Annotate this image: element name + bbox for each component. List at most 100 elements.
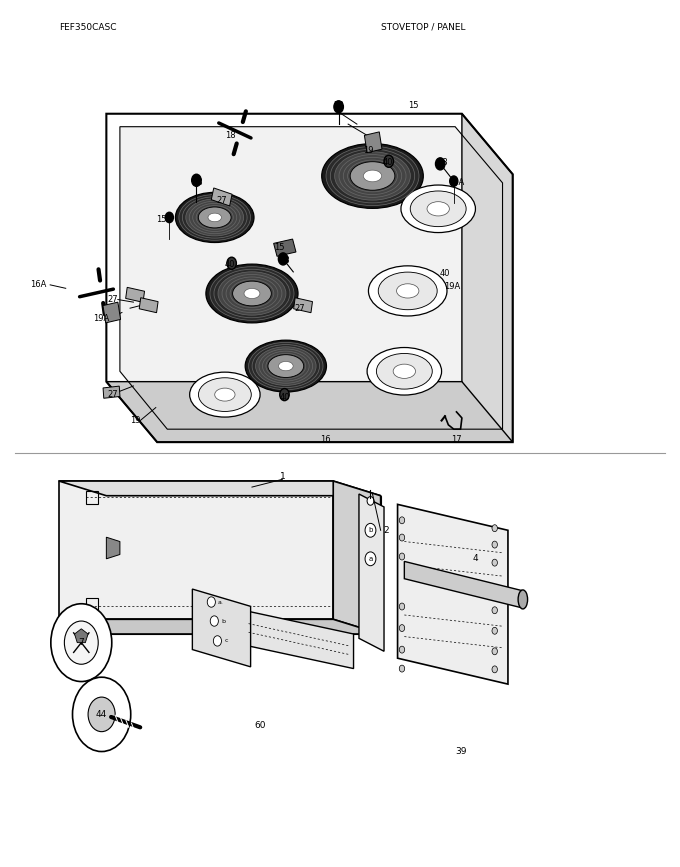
Text: 27: 27 [108, 295, 118, 304]
Ellipse shape [222, 274, 282, 313]
Polygon shape [103, 386, 120, 398]
Polygon shape [245, 610, 354, 668]
Text: 16A: 16A [31, 280, 47, 290]
Circle shape [492, 541, 497, 548]
Circle shape [214, 636, 222, 646]
Polygon shape [120, 127, 503, 431]
Circle shape [207, 596, 216, 607]
Circle shape [210, 616, 218, 626]
Circle shape [492, 559, 497, 566]
Polygon shape [139, 297, 158, 313]
Ellipse shape [256, 347, 316, 386]
Ellipse shape [249, 342, 323, 390]
Polygon shape [333, 481, 381, 634]
Polygon shape [192, 589, 251, 667]
Polygon shape [59, 481, 381, 496]
Circle shape [88, 697, 115, 732]
Ellipse shape [363, 170, 381, 182]
Ellipse shape [369, 266, 447, 316]
Text: c: c [224, 638, 228, 643]
Text: b: b [221, 618, 225, 623]
Text: 15: 15 [274, 243, 284, 252]
Ellipse shape [427, 202, 449, 216]
Text: 40: 40 [382, 159, 392, 167]
Text: 16: 16 [320, 435, 330, 444]
Text: 2: 2 [384, 525, 389, 535]
Ellipse shape [401, 185, 475, 232]
Ellipse shape [266, 354, 306, 379]
Circle shape [492, 666, 497, 673]
Polygon shape [59, 619, 381, 634]
Polygon shape [273, 239, 296, 257]
Text: 15A: 15A [448, 179, 464, 187]
Circle shape [492, 628, 497, 635]
Ellipse shape [196, 205, 233, 229]
Ellipse shape [215, 388, 235, 401]
Ellipse shape [393, 364, 415, 378]
Text: 27: 27 [108, 390, 118, 399]
Ellipse shape [347, 160, 397, 192]
Text: 1: 1 [279, 473, 286, 481]
Text: 19A: 19A [443, 282, 460, 291]
Ellipse shape [218, 272, 286, 316]
Ellipse shape [179, 194, 250, 240]
Polygon shape [106, 496, 381, 634]
Ellipse shape [377, 354, 432, 389]
Polygon shape [364, 132, 382, 153]
Ellipse shape [350, 162, 395, 190]
Text: 18: 18 [225, 131, 235, 140]
Text: 28: 28 [192, 179, 203, 187]
Ellipse shape [252, 344, 320, 388]
Ellipse shape [268, 355, 304, 377]
Ellipse shape [262, 351, 309, 381]
Polygon shape [75, 629, 88, 642]
Circle shape [399, 624, 405, 631]
Polygon shape [359, 494, 384, 651]
Text: STOVETOP / PANEL: STOVETOP / PANEL [381, 23, 465, 32]
Circle shape [492, 648, 497, 655]
Text: 15: 15 [408, 101, 418, 109]
Ellipse shape [339, 154, 406, 198]
Ellipse shape [214, 270, 290, 317]
Polygon shape [106, 381, 513, 442]
Polygon shape [106, 538, 120, 559]
Text: FEF350CASC: FEF350CASC [59, 23, 116, 32]
Text: 40: 40 [440, 269, 450, 278]
Ellipse shape [206, 264, 298, 323]
Circle shape [384, 155, 394, 167]
Ellipse shape [192, 204, 237, 231]
Ellipse shape [259, 349, 313, 383]
Text: 28: 28 [438, 159, 448, 167]
Text: a.: a. [218, 599, 224, 604]
Text: 19: 19 [131, 416, 141, 425]
Circle shape [334, 101, 343, 113]
Circle shape [435, 158, 445, 170]
Text: 28: 28 [333, 101, 344, 109]
Ellipse shape [396, 284, 419, 298]
Circle shape [399, 665, 405, 672]
Ellipse shape [190, 372, 260, 417]
Circle shape [365, 524, 376, 538]
Ellipse shape [233, 281, 271, 306]
Ellipse shape [245, 340, 326, 392]
Ellipse shape [244, 289, 260, 298]
Circle shape [399, 534, 405, 541]
Text: a: a [369, 556, 373, 562]
Text: 39: 39 [455, 747, 466, 756]
Text: b: b [369, 527, 373, 533]
Bar [86, 597, 98, 610]
Text: 15A: 15A [156, 215, 172, 224]
Polygon shape [103, 302, 120, 323]
Ellipse shape [226, 277, 278, 310]
Circle shape [165, 212, 173, 223]
Text: 40: 40 [225, 260, 235, 270]
Ellipse shape [326, 147, 419, 205]
Ellipse shape [335, 152, 410, 200]
Ellipse shape [199, 207, 231, 228]
Circle shape [365, 552, 376, 566]
Circle shape [492, 525, 497, 531]
Polygon shape [294, 297, 313, 313]
Text: 44: 44 [96, 710, 107, 719]
Ellipse shape [322, 144, 423, 208]
Ellipse shape [208, 213, 222, 222]
